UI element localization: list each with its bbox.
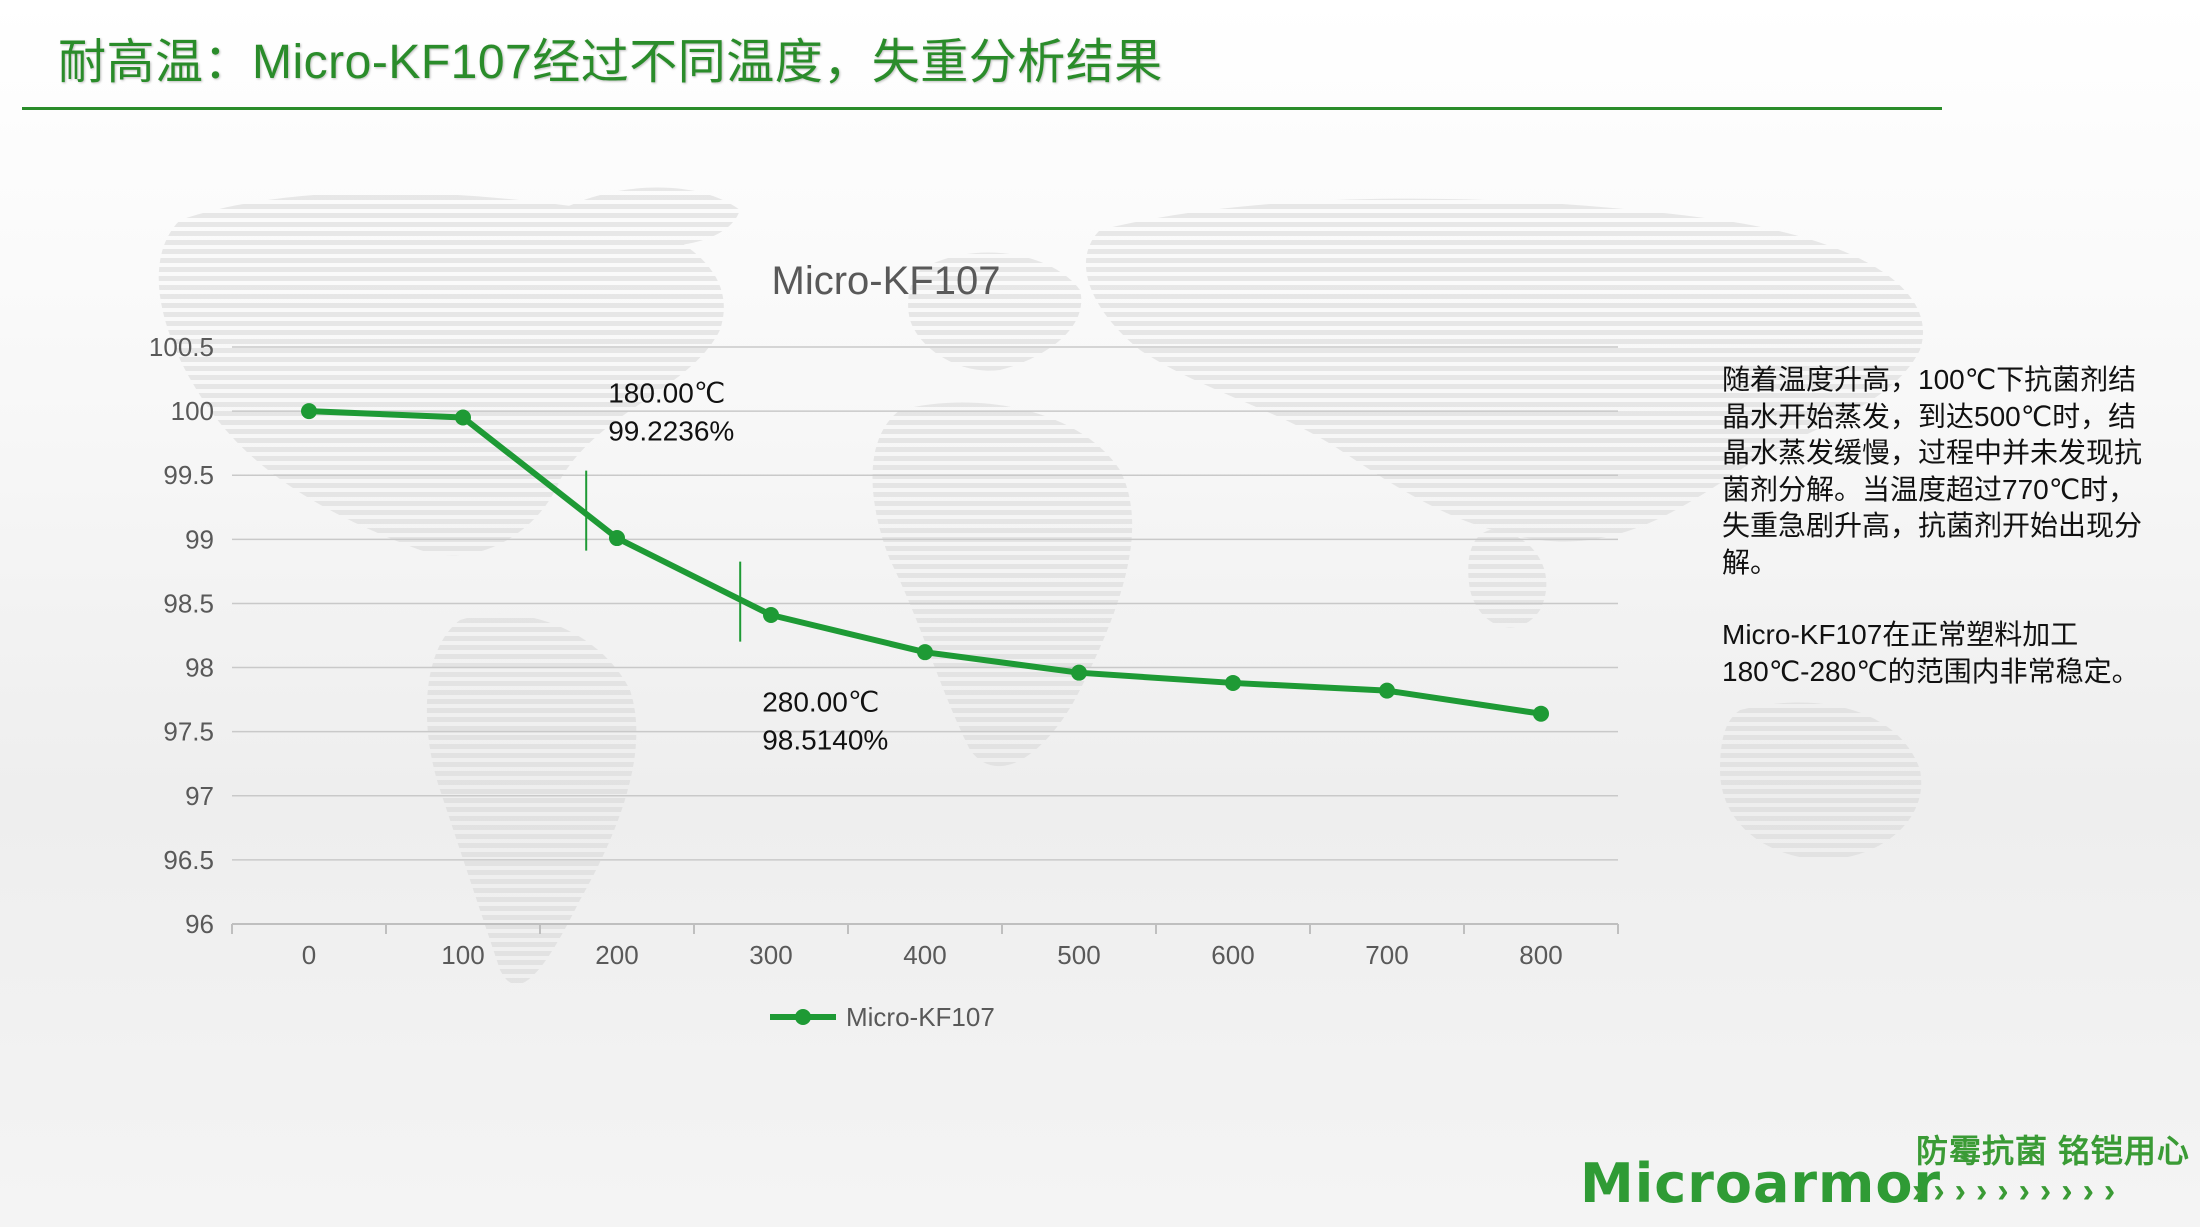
y-tick-label: 96: [185, 909, 214, 939]
annotation-temperature: 180.00℃: [608, 378, 725, 409]
data-point: [763, 606, 779, 623]
data-point: [1379, 682, 1395, 699]
slide-title: 耐高温：Micro-KF107经过不同温度，失重分析结果: [58, 36, 1163, 89]
x-tick-label: 800: [1519, 940, 1562, 970]
y-tick-label: 100.5: [149, 332, 214, 362]
x-axis-tick-labels: 0 100 200 300 400 500 600 700 800: [302, 940, 1563, 970]
axes: [231, 923, 1619, 934]
x-tick-label: 400: [903, 940, 946, 970]
x-tick-label: 700: [1365, 940, 1408, 970]
description-paragraph-1: 随着温度升高，100℃下抗菌剂结晶水开始蒸发，到达500℃时，结晶水蒸发缓慢，过…: [1722, 364, 2143, 578]
legend-marker: [795, 1009, 811, 1025]
data-point: [609, 530, 625, 547]
brand-arrows-decoration: ››››››››››: [1912, 1172, 2126, 1210]
y-tick-label: 97.5: [163, 717, 214, 747]
series-line: [306, 408, 1544, 717]
data-point: [455, 409, 471, 426]
x-tick-label: 200: [595, 940, 638, 970]
legend-label: Micro-KF107: [846, 1002, 995, 1032]
x-tick-label: 500: [1057, 940, 1100, 970]
y-tick-label: 99: [185, 524, 214, 554]
x-tick-label: 600: [1211, 940, 1254, 970]
y-tick-label: 98: [185, 653, 214, 683]
title-underline: [22, 107, 1942, 110]
series-layer: [301, 403, 1549, 722]
description-paragraph-2: Micro-KF107在正常塑料加工180℃-280℃的范围内非常稳定。: [1722, 619, 2140, 687]
brand-logo: Microarmor: [1580, 1152, 1942, 1215]
x-tick-label: 0: [302, 940, 316, 970]
grid-lines: [232, 346, 1618, 861]
legend: Micro-KF107: [770, 1002, 995, 1032]
x-tick-label: 100: [441, 940, 484, 970]
y-tick-label: 97: [185, 781, 214, 811]
description-panel: 随着温度升高，100℃下抗菌剂结晶水开始蒸发，到达500℃时，结晶水蒸发缓慢，过…: [1722, 362, 2142, 726]
y-axis-tick-labels: 96 96.5 97 97.5 98 98.5 99 99.5 100 100.5: [149, 332, 214, 939]
y-tick-label: 99.5: [163, 460, 214, 490]
data-point: [1225, 674, 1241, 691]
data-point: [1533, 705, 1549, 722]
data-point: [917, 644, 933, 661]
annotations: 180.00℃ 99.2236% 280.00℃ 98.5140%: [585, 378, 888, 756]
data-point: [301, 403, 317, 420]
annotation-temperature: 280.00℃: [762, 687, 879, 718]
y-tick-label: 96.5: [163, 845, 214, 875]
world-map-watermark: [158, 187, 1924, 985]
annotation-percentage: 98.5140%: [762, 725, 888, 756]
x-tick-label: 300: [749, 940, 792, 970]
chart-title: Micro-KF107: [772, 259, 1001, 303]
y-tick-label: 98.5: [163, 588, 214, 618]
y-tick-label: 100: [171, 396, 214, 426]
brand-slogan: 防霉抗菌 铭铠用心: [1916, 1133, 2190, 1169]
data-point: [1071, 664, 1087, 681]
annotation-percentage: 99.2236%: [608, 416, 734, 447]
